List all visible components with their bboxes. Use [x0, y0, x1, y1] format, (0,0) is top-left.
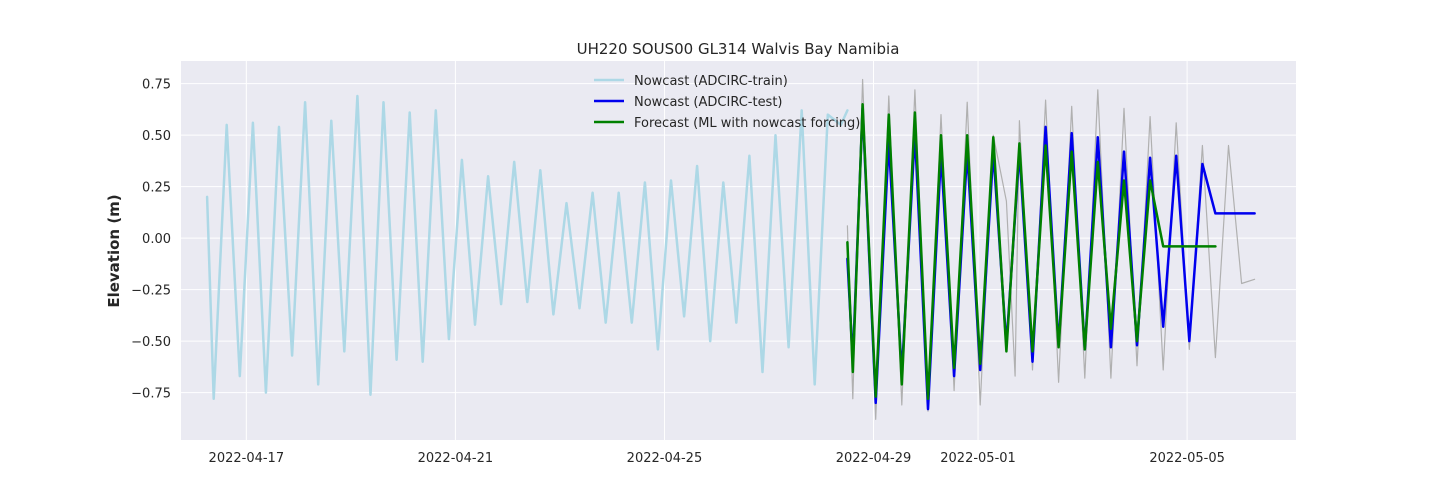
y-axis: 0.75 0.50 0.25 0.00 −0.25 −0.50 −0.75	[131, 78, 171, 402]
x-tick-label: 2022-04-17	[209, 451, 285, 466]
y-axis-label: Elevation (m)	[105, 194, 123, 307]
series-layer	[205, 78, 1256, 420]
y-tick-label: 0.25	[142, 181, 171, 196]
x-axis: 2022-04-17 2022-04-21 2022-04-25 2022-04-29…	[209, 451, 1225, 466]
x-tick-label: 2022-04-21	[418, 451, 494, 466]
x-tick-label: 2022-04-29	[836, 451, 912, 466]
series-line	[846, 103, 1217, 401]
legend: Nowcast (ADCIRC-train) Nowcast (ADCIRC-te…	[594, 74, 860, 131]
x-tick-label: 2022-05-01	[940, 451, 1016, 466]
chart-title: UH220 SOUS00 GL314 Walvis Bay Namibia	[577, 40, 900, 58]
y-tick-label: 0.75	[142, 78, 171, 93]
x-tick-label: 2022-04-25	[627, 451, 703, 466]
x-tick-label: 2022-05-05	[1149, 451, 1225, 466]
y-tick-label: 0.50	[142, 129, 171, 144]
legend-label: Nowcast (ADCIRC-train)	[634, 74, 788, 89]
y-tick-label: −0.25	[131, 284, 171, 299]
y-tick-label: 0.00	[142, 232, 171, 247]
legend-label: Forecast (ML with nowcast forcing)	[634, 116, 860, 131]
legend-label: Nowcast (ADCIRC-test)	[634, 95, 783, 110]
y-tick-label: −0.75	[131, 387, 171, 402]
series-line	[205, 94, 849, 401]
plot-area	[181, 61, 1296, 440]
y-tick-label: −0.50	[131, 335, 171, 350]
